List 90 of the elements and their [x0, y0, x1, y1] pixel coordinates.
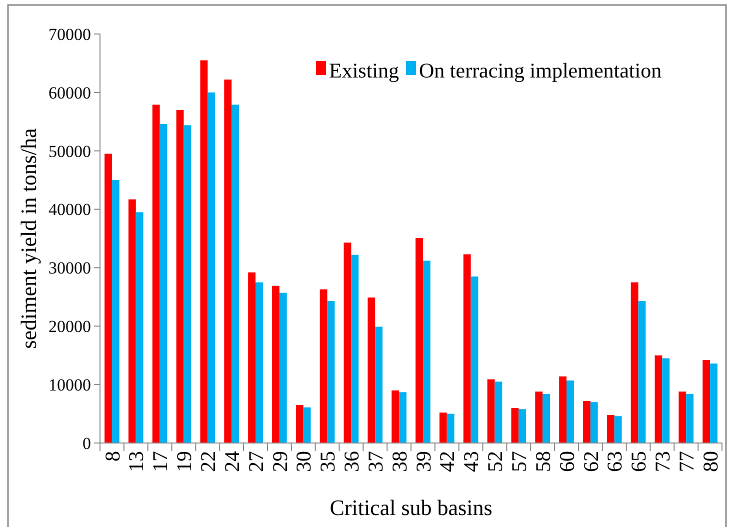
x-tick-label: 17 [148, 451, 172, 472]
bar [678, 392, 686, 443]
bar [422, 260, 430, 443]
bar [296, 405, 304, 443]
bar [272, 286, 280, 443]
bar [630, 282, 638, 443]
bar [439, 412, 447, 443]
bar [224, 80, 232, 443]
legend-label: On terracing implementation [419, 58, 662, 82]
bar [542, 394, 550, 443]
x-tick-label: 60 [554, 451, 579, 472]
y-tick-label: 40000 [48, 200, 91, 220]
x-tick-label: 37 [363, 451, 388, 472]
x-tick-label: 80 [698, 451, 722, 472]
bar [446, 414, 454, 443]
y-tick-label: 30000 [48, 258, 91, 278]
bar [375, 326, 383, 443]
bar [511, 408, 519, 443]
bar [487, 379, 495, 443]
x-tick-label: 43 [459, 451, 484, 472]
bar [392, 390, 400, 443]
x-tick-label: 65 [626, 451, 651, 472]
x-tick-label: 52 [483, 451, 508, 472]
bar [614, 416, 622, 443]
x-tick-label: 29 [268, 451, 292, 472]
bar [152, 104, 160, 443]
bar [320, 289, 328, 443]
bar [303, 407, 311, 443]
bar [256, 282, 263, 443]
x-tick-label: 77 [674, 451, 698, 472]
y-tick-label: 50000 [48, 142, 91, 161]
bar [702, 360, 710, 443]
x-tick-label: 58 [530, 451, 555, 472]
y-axis-title: sediment yield in tons/ha [16, 128, 41, 349]
x-tick-label: 30 [292, 451, 316, 472]
bar [200, 60, 208, 443]
bar [160, 124, 168, 443]
bar [112, 180, 120, 443]
bar [494, 382, 502, 443]
bar [654, 355, 662, 443]
bar [208, 92, 216, 443]
bar [566, 380, 574, 443]
x-tick-label: 19 [172, 451, 196, 472]
x-tick-label: 42 [435, 451, 460, 472]
x-tick-label: 8 [100, 451, 124, 462]
bar [368, 298, 376, 443]
x-tick-label: 39 [411, 451, 436, 472]
legend-label: Existing [329, 58, 400, 82]
x-tick-label: 22 [196, 451, 220, 472]
x-tick-label: 38 [387, 451, 412, 472]
bar [327, 301, 335, 443]
x-tick-label: 35 [316, 451, 340, 472]
bar [470, 276, 478, 443]
bar [559, 376, 566, 443]
x-tick-label: 62 [578, 451, 603, 472]
bar [463, 254, 471, 443]
bar [583, 400, 590, 443]
bar [710, 364, 718, 443]
y-tick-label: 60000 [48, 83, 91, 102]
bar [399, 392, 406, 443]
bar [136, 212, 144, 443]
x-tick-label: 63 [602, 451, 627, 472]
bar [416, 238, 423, 443]
bar [184, 125, 192, 443]
bar [590, 402, 598, 443]
bar [279, 292, 287, 443]
x-tick-label: 73 [650, 451, 675, 472]
y-tick-label: 20000 [48, 317, 91, 336]
x-tick-label: 27 [244, 451, 268, 472]
y-tick-label: 70000 [48, 24, 91, 44]
bar [686, 394, 694, 443]
bar [248, 272, 256, 443]
y-tick-label: 0 [82, 434, 91, 453]
bar [638, 301, 646, 443]
x-tick-label: 57 [507, 451, 532, 472]
bar [351, 254, 359, 443]
x-tick-label: 36 [340, 451, 364, 472]
bar [232, 104, 239, 443]
y-tick-label: 10000 [48, 376, 91, 395]
bar [518, 409, 526, 443]
bar [344, 242, 352, 443]
bar [662, 358, 670, 443]
bar [606, 414, 614, 443]
bar [128, 199, 136, 443]
x-tick-label: 24 [220, 450, 244, 472]
x-tick-label: 13 [124, 451, 148, 472]
bar [176, 110, 184, 443]
bar [104, 154, 112, 443]
bar [535, 392, 543, 443]
x-axis-title: Critical sub basins [330, 495, 492, 520]
